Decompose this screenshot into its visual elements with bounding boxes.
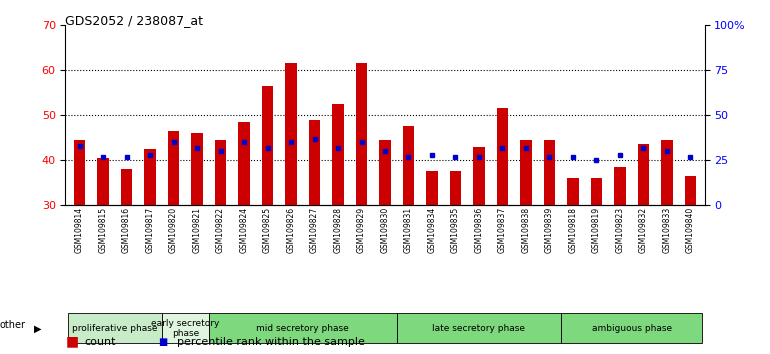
Text: GSM109830: GSM109830 [380, 207, 390, 253]
Text: GSM109839: GSM109839 [545, 207, 554, 253]
Bar [544, 140, 555, 205]
Text: count: count [85, 337, 116, 347]
Bar [285, 63, 297, 205]
Bar [685, 176, 696, 205]
Text: GSM109816: GSM109816 [122, 207, 131, 253]
Text: GSM109835: GSM109835 [451, 207, 460, 253]
Text: GSM109829: GSM109829 [357, 207, 366, 253]
Bar [473, 147, 485, 205]
Text: GSM109823: GSM109823 [615, 207, 624, 253]
Text: GSM109836: GSM109836 [474, 207, 484, 253]
Text: GSM109815: GSM109815 [99, 207, 108, 253]
Bar [144, 149, 156, 205]
Bar [162, 313, 209, 343]
Text: GSM109821: GSM109821 [192, 207, 202, 253]
Text: mid secretory phase: mid secretory phase [256, 324, 349, 333]
Text: GSM109833: GSM109833 [662, 207, 671, 253]
Bar [520, 140, 532, 205]
Text: GSM109826: GSM109826 [286, 207, 296, 253]
Bar [121, 169, 132, 205]
Bar [567, 178, 579, 205]
Bar [238, 122, 250, 205]
Bar [209, 313, 397, 343]
Bar [215, 140, 226, 205]
Bar [74, 140, 85, 205]
Bar [332, 104, 344, 205]
Text: proliferative phase: proliferative phase [72, 324, 158, 333]
Bar [561, 313, 702, 343]
Bar [497, 108, 508, 205]
Text: other: other [0, 320, 26, 330]
Text: late secretory phase: late secretory phase [433, 324, 525, 333]
Bar [262, 86, 273, 205]
Bar [661, 140, 673, 205]
Text: GSM109838: GSM109838 [521, 207, 531, 253]
Text: GDS2052 / 238087_at: GDS2052 / 238087_at [65, 14, 203, 27]
Text: GSM109822: GSM109822 [216, 207, 225, 253]
Text: GSM109825: GSM109825 [263, 207, 272, 253]
Text: GSM109834: GSM109834 [427, 207, 437, 253]
Text: GSM109819: GSM109819 [592, 207, 601, 253]
Bar [614, 167, 626, 205]
Text: ▶: ▶ [34, 323, 42, 333]
Text: ■: ■ [65, 335, 79, 349]
Bar [450, 171, 461, 205]
Text: GSM109837: GSM109837 [498, 207, 507, 253]
Text: GSM109828: GSM109828 [333, 207, 343, 253]
Text: GSM109827: GSM109827 [310, 207, 319, 253]
Bar [403, 126, 414, 205]
Bar [168, 131, 179, 205]
Text: GSM109832: GSM109832 [639, 207, 648, 253]
Text: percentile rank within the sample: percentile rank within the sample [177, 337, 365, 347]
Text: GSM109818: GSM109818 [568, 207, 578, 253]
Bar [68, 313, 162, 343]
Bar [379, 140, 391, 205]
Bar [397, 313, 561, 343]
Bar [356, 63, 367, 205]
Text: GSM109820: GSM109820 [169, 207, 178, 253]
Text: GSM109814: GSM109814 [75, 207, 84, 253]
Text: ambiguous phase: ambiguous phase [591, 324, 671, 333]
Text: GSM109831: GSM109831 [404, 207, 413, 253]
Text: GSM109840: GSM109840 [686, 207, 695, 253]
Bar [309, 120, 320, 205]
Bar [591, 178, 602, 205]
Text: ■: ■ [158, 337, 167, 347]
Text: GSM109817: GSM109817 [146, 207, 155, 253]
Bar [191, 133, 203, 205]
Bar [97, 158, 109, 205]
Bar [426, 171, 438, 205]
Text: GSM109824: GSM109824 [239, 207, 249, 253]
Bar [638, 144, 649, 205]
Text: early secretory
phase: early secretory phase [151, 319, 219, 338]
